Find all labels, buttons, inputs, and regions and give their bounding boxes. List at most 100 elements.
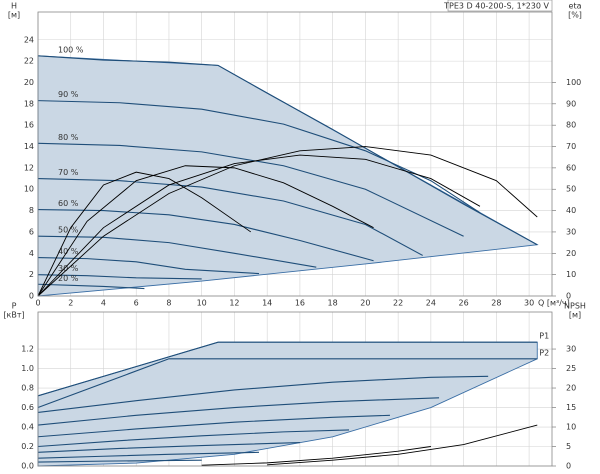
curve-label: P1 — [539, 332, 549, 341]
curve-label: 70 % — [58, 168, 79, 177]
plot-frame — [37, 11, 553, 297]
y-tick-label: 12 — [24, 163, 34, 172]
x-tick-label: 14 — [262, 299, 272, 308]
curve — [37, 451, 259, 459]
y-tick-label: 0.0 — [21, 462, 34, 471]
y2-tick-label: 40 — [566, 206, 576, 215]
y-tick-label: 24 — [24, 35, 34, 44]
y-tick-label: 16 — [24, 121, 34, 130]
curve-label: 80 % — [58, 133, 79, 142]
y2-tick-label: 60 — [566, 163, 576, 172]
secondary-curve — [201, 446, 431, 466]
secondary-curve — [37, 165, 374, 297]
x-tick-label: 22 — [393, 299, 403, 308]
x-tick-label: 0 — [35, 299, 40, 308]
y2-axis-unit: [%] — [568, 11, 582, 20]
curve — [37, 414, 390, 438]
x-tick-label: 20 — [360, 299, 370, 308]
y2-tick-label: 30 — [566, 345, 576, 354]
x-tick-label: 16 — [295, 299, 305, 308]
x-tick-label: 2 — [68, 299, 73, 308]
curve — [37, 375, 489, 413]
curve — [37, 235, 317, 268]
y-axis-label: H — [11, 2, 17, 11]
y-axis-label: P — [12, 302, 17, 311]
x-tick-label: 30 — [524, 299, 534, 308]
y2-tick-label: 25 — [566, 364, 576, 373]
curve — [37, 442, 300, 453]
curve — [37, 208, 374, 262]
y2-tick-label: 20 — [566, 384, 576, 393]
secondary-curve — [37, 154, 481, 297]
title-box — [447, 0, 553, 12]
y2-tick-label: 100 — [566, 78, 581, 87]
y-tick-label: 20 — [24, 78, 34, 87]
x-tick-label: 24 — [426, 299, 436, 308]
y-tick-label: 0.8 — [21, 384, 34, 393]
y2-tick-label: 50 — [566, 185, 576, 194]
curve — [37, 429, 350, 448]
y2-tick-label: 5 — [566, 442, 571, 451]
x-axis-label: Q [м³/ч] — [538, 299, 570, 308]
y-tick-label: 14 — [24, 142, 34, 151]
y-tick-label: 1.0 — [21, 364, 34, 373]
y2-tick-label: 70 — [566, 142, 576, 151]
curve-label: 50 % — [58, 226, 79, 235]
y-tick-label: 18 — [24, 99, 34, 108]
y2-tick-label: 90 — [566, 99, 576, 108]
x-tick-label: 4 — [101, 299, 106, 308]
y2-tick-label: 15 — [566, 403, 576, 412]
x-tick-label: 18 — [328, 299, 338, 308]
curve — [37, 100, 481, 214]
y-axis-unit: [кВт] — [3, 311, 24, 320]
y-tick-label: 22 — [24, 57, 34, 66]
y-tick-label: 0.2 — [21, 442, 34, 451]
plot-frame — [37, 311, 553, 467]
x-tick-label: 12 — [229, 299, 239, 308]
curve — [37, 283, 145, 290]
curve-label: 90 % — [58, 90, 79, 99]
x-tick-label: 28 — [491, 299, 501, 308]
y-tick-label: 4 — [29, 249, 34, 258]
curve — [37, 397, 440, 426]
y2-tick-label: 80 — [566, 121, 576, 130]
curve — [37, 257, 260, 275]
x-tick-label: 10 — [197, 299, 207, 308]
y2-axis-unit: [м] — [569, 311, 581, 320]
y-tick-label: 10 — [24, 185, 34, 194]
secondary-curve — [267, 424, 538, 466]
curve — [37, 274, 202, 280]
y2-tick-label: 0 — [566, 292, 571, 301]
y-tick-label: 2 — [29, 270, 34, 279]
y2-tick-label: 10 — [566, 423, 576, 432]
secondary-curve — [37, 171, 252, 297]
x-tick-label: 26 — [459, 299, 469, 308]
y2-tick-label: 10 — [566, 270, 576, 279]
curve — [37, 55, 538, 246]
y-tick-label: 8 — [29, 206, 34, 215]
y-axis-unit: [м] — [8, 11, 20, 20]
y-tick-label: 1.2 — [21, 345, 34, 354]
curve — [37, 358, 538, 409]
curve-label: 40 % — [58, 247, 79, 256]
curve — [37, 341, 538, 397]
y2-axis-label: eta — [569, 2, 582, 11]
curve-label: 20 % — [58, 274, 79, 283]
curve — [37, 459, 202, 463]
curve — [37, 178, 423, 256]
y-tick-label: 0 — [29, 292, 34, 301]
y2-tick-label: 30 — [566, 227, 576, 236]
curve — [37, 142, 464, 237]
curve-label: 100 % — [58, 45, 84, 54]
x-tick-label: 8 — [166, 299, 171, 308]
y-tick-label: 0.6 — [21, 403, 34, 412]
secondary-curve — [37, 146, 538, 297]
y2-axis-label: NPSH — [564, 302, 586, 311]
curve-label: 60 % — [58, 199, 79, 208]
y2-tick-label: 0 — [566, 462, 571, 471]
y-tick-label: 6 — [29, 227, 34, 236]
y2-tick-label: 20 — [566, 249, 576, 258]
curve-label: P2 — [539, 348, 549, 357]
y-tick-label: 0.4 — [21, 423, 34, 432]
